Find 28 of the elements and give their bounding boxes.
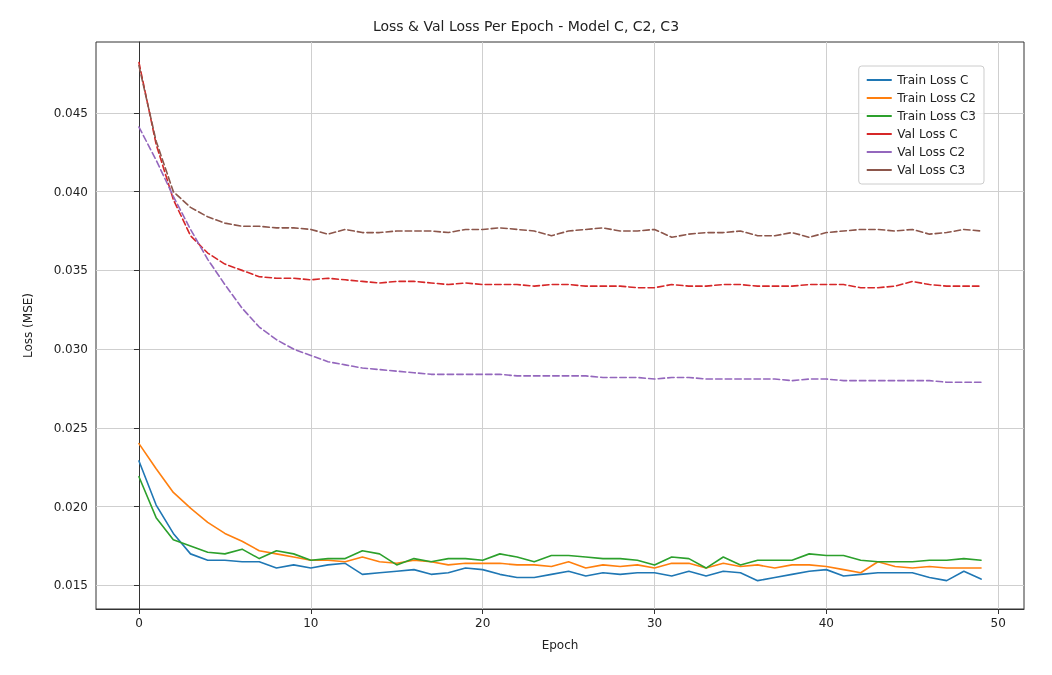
x-tick-label: 20	[475, 616, 491, 630]
line-series	[138, 460, 982, 582]
legend-label: Train Loss C	[896, 73, 969, 87]
legend-label: Val Loss C	[897, 127, 958, 141]
x-tick-label: 40	[818, 616, 835, 630]
line-series	[138, 442, 982, 574]
line-series	[138, 64, 982, 239]
y-tick-label: 0.035	[53, 263, 88, 278]
y-tick-label: 0.025	[53, 420, 88, 435]
chart-title: Loss & Val Loss Per Epoch - Model C, C2, C3	[372, 18, 680, 34]
legend-label: Train Loss C3	[896, 109, 977, 123]
x-tick-label: 30	[646, 616, 663, 630]
y-axis-title: Loss (MSE)	[21, 292, 35, 359]
x-tick-label: 50	[990, 616, 1006, 630]
x-tick-label: 0	[135, 616, 143, 630]
legend-label: Train Loss C2	[896, 91, 977, 105]
y-tick-label: 0.015	[53, 578, 88, 593]
y-tick-label: 0.030	[53, 342, 88, 357]
line-series	[138, 475, 982, 569]
x-axis-title: Epoch	[541, 638, 579, 652]
legend-label: Val Loss C3	[897, 163, 966, 177]
y-tick-label: 0.045	[53, 105, 88, 120]
y-tick-label: 0.020	[53, 499, 88, 514]
line-series	[138, 61, 982, 289]
x-tick-label: 10	[303, 616, 319, 630]
y-tick-label: 0.040	[53, 184, 88, 199]
legend-label: Val Loss C2	[897, 145, 966, 159]
line-series	[138, 126, 982, 383]
